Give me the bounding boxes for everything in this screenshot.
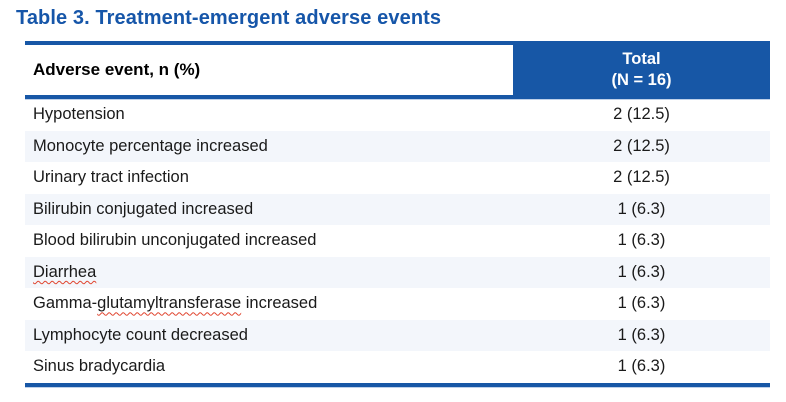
column-header-adverse-event: Adverse event, n (%) — [33, 60, 201, 79]
adverse-event-name: Blood bilirubin unconjugated increased — [25, 231, 513, 250]
table-top-rule — [25, 41, 770, 45]
event-count-value: 2 (12.5) — [613, 136, 670, 155]
table-title: Table 3. Treatment-emergent adverse even… — [16, 7, 442, 29]
table-row: Diarrhea 1 (6.3) — [25, 256, 770, 288]
event-count-value: 1 (6.3) — [617, 199, 666, 218]
table-row: Monocyte percentage increased 2 (12.5) — [25, 130, 770, 162]
event-text-segment: Bilirubin conjugated increased — [33, 199, 254, 218]
event-count-value: 1 (6.3) — [617, 231, 666, 250]
event-text-segment: Urinary tract infection — [33, 168, 189, 187]
adverse-event-name: Urinary tract infection — [25, 168, 513, 187]
adverse-event-name: Hypotension — [25, 105, 513, 124]
adverse-event-name: Lymphocyte count decreased — [25, 326, 513, 345]
adverse-events-table: Adverse event, n (%) Total (N = 16) Hypo… — [25, 41, 770, 387]
spellcheck-underlined-text: Diarrhea — [33, 262, 97, 281]
table-row: Lymphocyte count decreased 1 (6.3) — [25, 319, 770, 351]
spellcheck-underlined-text: glutamyltransferase — [97, 294, 242, 313]
table-header-rule — [25, 95, 770, 99]
adverse-event-name: Gamma-glutamyltransferase increased — [25, 294, 513, 313]
adverse-event-name: Monocyte percentage increased — [25, 137, 513, 156]
table-bottom-rule — [25, 382, 770, 387]
event-text-segment: Lymphocyte count decreased — [33, 325, 248, 344]
event-count-value: 2 (12.5) — [613, 105, 670, 124]
table-row: Bilirubin conjugated increased 1 (6.3) — [25, 193, 770, 225]
table-row: Urinary tract infection 2 (12.5) — [25, 162, 770, 194]
event-text-segment: Gamma- — [33, 294, 98, 313]
table-row: Sinus bradycardia 1 (6.3) — [25, 351, 770, 383]
column-header-total: Total (N = 16) — [513, 45, 770, 95]
event-count-value: 1 (6.3) — [617, 357, 666, 376]
event-text-segment: Hypotension — [33, 105, 125, 124]
event-count-value: 1 (6.3) — [617, 262, 666, 281]
event-text-segment: Monocyte percentage increased — [33, 136, 268, 155]
table-row: Hypotension 2 (12.5) — [25, 99, 770, 131]
event-count-value: 1 (6.3) — [617, 325, 666, 344]
table-row: Gamma-glutamyltransferase increased 1 (6.… — [25, 288, 770, 320]
table-body: Hypotension 2 (12.5) Monocyte percentage i… — [25, 99, 770, 383]
table-header-row: Adverse event, n (%) Total (N = 16) — [25, 45, 770, 95]
total-label: Total — [622, 50, 661, 68]
event-text-segment: Sinus bradycardia — [33, 357, 166, 376]
event-text-segment: Blood bilirubin unconjugated increased — [33, 231, 317, 250]
table-row: Blood bilirubin unconjugated increased 1 … — [25, 225, 770, 257]
event-count-value: 2 (12.5) — [613, 168, 670, 187]
event-count-value: 1 (6.3) — [617, 294, 666, 313]
adverse-event-name: Diarrhea — [25, 263, 513, 282]
adverse-event-name: Sinus bradycardia — [25, 357, 513, 376]
event-text-segment: increased — [241, 294, 318, 313]
total-n-label: (N = 16) — [611, 71, 672, 89]
adverse-event-name: Bilirubin conjugated increased — [25, 200, 513, 219]
